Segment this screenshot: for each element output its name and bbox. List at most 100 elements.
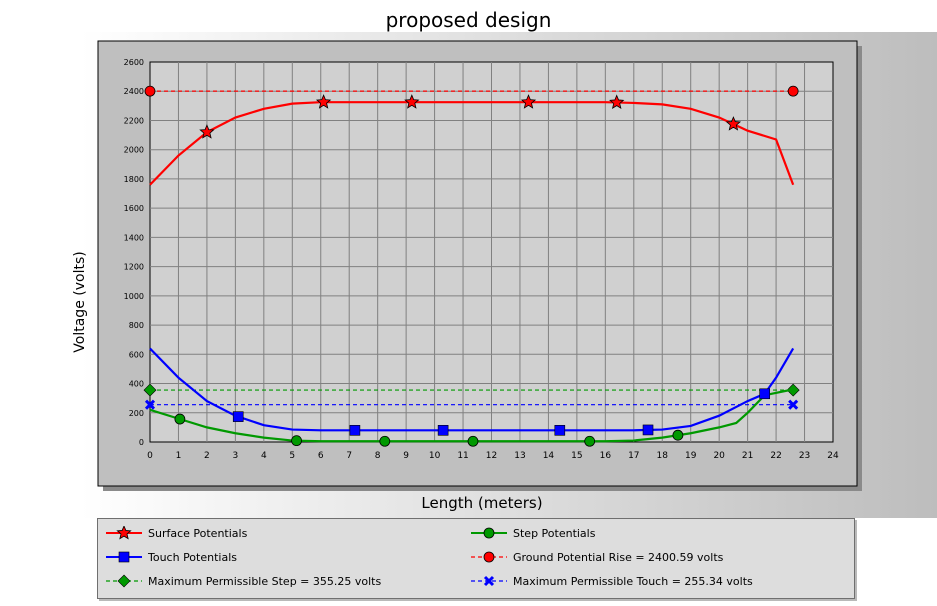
- x-tick-label: 20: [713, 451, 725, 461]
- series-3: [144, 85, 799, 97]
- x-tick-label: 13: [514, 451, 525, 461]
- series-0: [149, 94, 795, 186]
- legend-item: Maximum Permissible Touch = 255.34 volts: [469, 571, 753, 591]
- marker-circle: [379, 435, 391, 447]
- y-tick-label: 1200: [124, 263, 144, 272]
- y-tick-label: 2400: [124, 87, 144, 96]
- marker-star: [116, 526, 132, 540]
- legend-label: Maximum Permissible Step = 355.25 volts: [148, 574, 382, 588]
- x-tick-label: 11: [457, 451, 468, 461]
- y-tick-label: 1400: [124, 233, 144, 242]
- x-tick-label: 0: [147, 451, 153, 461]
- y-tick-label: 1600: [124, 204, 144, 213]
- x-tick-label: 22: [770, 451, 781, 461]
- marker-circle: [483, 551, 495, 563]
- legend-label: Step Potentials: [513, 526, 596, 540]
- y-tick-label: 800: [129, 321, 144, 330]
- marker-circle: [672, 429, 684, 441]
- series-line: [149, 388, 794, 443]
- x-tick-label: 1: [176, 451, 182, 461]
- marker-circle: [467, 435, 479, 447]
- x-tick-label: 17: [628, 451, 639, 461]
- marker-square: [349, 425, 361, 436]
- marker-star: [404, 94, 420, 109]
- marker-circle: [584, 435, 596, 447]
- legend-item: Touch Potentials: [104, 547, 237, 567]
- marker-x: [144, 399, 156, 410]
- x-tick-label: 21: [742, 451, 753, 461]
- x-tick-label: 8: [375, 451, 381, 461]
- series-line: [149, 347, 795, 432]
- x-tick-label: 2: [204, 451, 210, 461]
- series-1: [149, 388, 794, 447]
- legend-label: Surface Potentials: [148, 526, 248, 540]
- y-tick-label: 0: [139, 438, 144, 447]
- x-tick-label: 9: [403, 451, 409, 461]
- x-tick-label: 24: [827, 451, 839, 461]
- x-tick-label: 19: [685, 451, 697, 461]
- x-tick-label: 10: [429, 451, 441, 461]
- x-tick-label: 12: [486, 451, 497, 461]
- y-tick-label: 200: [129, 409, 144, 418]
- marker-circle: [144, 85, 156, 97]
- legend-item: Step Potentials: [469, 523, 595, 543]
- x-tick-label: 7: [346, 451, 352, 461]
- series-2: [149, 347, 795, 436]
- marker-star: [609, 94, 625, 109]
- marker-star: [315, 94, 332, 109]
- grid: [150, 62, 833, 442]
- marker-diamond: [117, 574, 131, 588]
- chart-title: proposed design: [385, 8, 552, 32]
- marker-circle: [483, 527, 495, 539]
- legend-label: Touch Potentials: [148, 550, 237, 564]
- y-tick-label: 400: [129, 380, 144, 389]
- x-tick-label: 5: [289, 451, 295, 461]
- marker-circle: [174, 413, 186, 425]
- x-tick-label: 23: [799, 451, 810, 461]
- marker-star: [520, 94, 537, 109]
- y-tick-label: 2000: [124, 146, 144, 155]
- series: [143, 85, 800, 447]
- x-tick-label: 6: [318, 451, 324, 461]
- marker-diamond: [143, 383, 157, 397]
- series-5: [144, 399, 799, 410]
- marker-square: [759, 388, 771, 400]
- chart-svg: 0 1 2 3 4 5 6 7 8 9 10 11 12 13 14 15 16 17 18 19 20 21 22 23 24…: [72, 32, 937, 518]
- legend-swatch-circle: [471, 551, 507, 563]
- legend-item: Maximum Permissible Step = 355.25 volts: [104, 571, 381, 591]
- legend-item: Ground Potential Rise = 2400.59 volts: [469, 547, 723, 567]
- x-tick-label: 16: [600, 451, 612, 461]
- x-axis-label: Length (meters): [421, 494, 542, 512]
- x-tick-label: 18: [657, 451, 669, 461]
- marker-x: [788, 399, 799, 410]
- legend-label: Maximum Permissible Touch = 255.34 volts: [513, 574, 753, 588]
- y-tick-label: 2200: [124, 116, 144, 125]
- legend-item: Surface Potentials: [104, 523, 247, 543]
- y-tick-label: 1800: [124, 175, 144, 184]
- y-axis-label: Voltage (volts): [72, 251, 88, 352]
- y-tick-label: 2600: [124, 58, 144, 67]
- x-tick-label: 3: [233, 451, 239, 461]
- legend-swatch-square: [106, 551, 142, 563]
- y-tick-label: 600: [129, 350, 144, 359]
- series-line: [149, 101, 795, 186]
- marker-square: [437, 425, 449, 436]
- marker-square: [118, 551, 130, 563]
- legend: Surface Potentials Step Potentials Touch…: [97, 518, 855, 599]
- marker-square: [642, 424, 654, 436]
- x-tick-label: 4: [261, 451, 267, 461]
- marker-circle: [787, 85, 799, 97]
- legend-swatch-x: [471, 575, 507, 587]
- marker-square: [232, 411, 244, 422]
- legend-swatch-diamond: [106, 574, 142, 588]
- legend-label: Ground Potential Rise = 2400.59 volts: [513, 550, 724, 564]
- y-tick-label: 1000: [124, 292, 144, 301]
- legend-swatch-circle: [471, 527, 507, 539]
- marker-circle: [291, 435, 302, 447]
- x-tick-label: 14: [543, 451, 555, 461]
- marker-star: [199, 124, 215, 139]
- marker-square: [554, 425, 566, 436]
- marker-x: [483, 575, 495, 587]
- marker-star: [725, 116, 742, 131]
- x-tick-label: 15: [571, 451, 582, 461]
